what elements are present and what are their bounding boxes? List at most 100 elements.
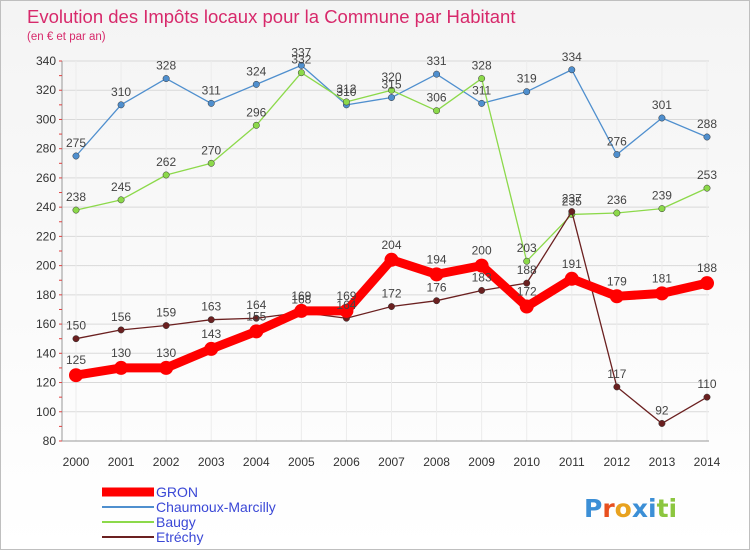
legend-entry: Baugy <box>156 514 196 530</box>
legend-entry: Etréchy <box>156 529 203 545</box>
data-point <box>523 88 531 96</box>
y-tick-label: 220 <box>36 229 56 243</box>
data-label: 183 <box>472 270 492 284</box>
data-label: 236 <box>607 193 627 207</box>
x-tick-label: 2008 <box>423 455 450 469</box>
data-label: 164 <box>336 298 356 312</box>
data-label: 331 <box>427 54 447 68</box>
x-tick-label: 2001 <box>108 455 135 469</box>
data-label: 159 <box>156 306 176 320</box>
y-tick-label: 260 <box>36 171 56 185</box>
data-label: 130 <box>111 346 131 360</box>
data-label: 332 <box>291 53 311 67</box>
data-point <box>478 75 486 82</box>
data-label: 239 <box>652 189 672 203</box>
legend-entry: GRON <box>156 484 198 500</box>
data-point <box>69 368 83 383</box>
data-label: 270 <box>201 143 221 157</box>
y-tick-label: 120 <box>36 376 56 390</box>
data-label: 245 <box>111 180 131 194</box>
data-label: 172 <box>381 287 401 301</box>
x-tick-label: 2004 <box>243 455 270 469</box>
data-point <box>658 205 666 213</box>
data-point <box>523 257 531 265</box>
y-tick-label: 180 <box>36 288 56 302</box>
data-point <box>568 66 576 74</box>
data-label: 200 <box>472 244 492 258</box>
data-label: 296 <box>246 105 266 119</box>
data-label: 130 <box>156 346 176 360</box>
data-label: 117 <box>607 367 626 381</box>
data-point <box>388 86 395 94</box>
data-label: 312 <box>336 82 356 96</box>
data-point <box>114 360 129 375</box>
data-label: 310 <box>111 85 131 99</box>
data-point <box>204 341 219 356</box>
data-label: 164 <box>246 298 266 312</box>
data-point <box>700 276 714 291</box>
legend-entry: Chaumoux-Marcilly <box>156 499 276 515</box>
data-label: 310 <box>336 85 356 99</box>
data-point <box>388 94 395 101</box>
x-tick-label: 2003 <box>198 455 225 469</box>
data-point <box>478 287 486 294</box>
data-label: 191 <box>562 257 582 271</box>
data-label: 276 <box>607 135 627 149</box>
y-tick-label: 280 <box>36 142 56 156</box>
data-point <box>388 303 395 310</box>
data-label: 188 <box>517 263 537 277</box>
data-label: 301 <box>652 98 672 112</box>
x-tick-label: 2002 <box>153 455 180 469</box>
data-point <box>72 335 80 343</box>
x-tick-label: 2011 <box>559 455 585 469</box>
data-label: 125 <box>66 353 86 367</box>
data-label: 311 <box>202 83 221 97</box>
x-tick-label: 2012 <box>604 455 631 469</box>
data-point <box>207 316 215 324</box>
data-point <box>703 393 711 401</box>
data-label: 203 <box>517 241 537 255</box>
data-point <box>162 75 170 82</box>
data-point <box>564 271 579 286</box>
gridlines <box>62 60 709 442</box>
y-tick-label: 160 <box>36 317 56 331</box>
data-label: 328 <box>472 59 492 73</box>
x-tick-label: 2007 <box>378 455 405 469</box>
data-point <box>294 303 309 318</box>
data-point <box>658 114 666 122</box>
data-label: 288 <box>697 117 717 131</box>
data-point <box>339 303 354 318</box>
data-point <box>474 258 489 273</box>
data-label: 169 <box>336 289 356 303</box>
data-point <box>609 289 624 304</box>
data-label: 238 <box>66 190 86 204</box>
data-label: 169 <box>291 289 311 303</box>
y-tick-label: 80 <box>43 434 57 448</box>
x-tick-label: 2006 <box>333 455 360 469</box>
data-point <box>613 383 621 391</box>
series-gron <box>69 252 714 383</box>
y-tick-label: 320 <box>36 83 56 97</box>
data-point <box>342 98 350 106</box>
data-point <box>297 69 305 77</box>
data-label: 253 <box>697 168 717 182</box>
data-label: 337 <box>291 45 311 59</box>
data-point <box>703 133 711 141</box>
series-layer <box>69 61 714 427</box>
data-point <box>613 151 621 158</box>
y-tick-label: 200 <box>36 259 56 273</box>
data-point <box>117 196 125 204</box>
data-point <box>252 80 260 88</box>
data-point <box>252 314 260 322</box>
data-label: 172 <box>517 285 537 299</box>
data-point <box>72 206 80 214</box>
data-labels: 275 310 328 311 324 337 310 315 331 311 319 334 276 3… <box>66 45 717 417</box>
data-label: 150 <box>66 319 86 333</box>
data-point <box>117 101 125 109</box>
data-label: 143 <box>201 327 221 341</box>
data-point <box>568 208 576 215</box>
data-label: 328 <box>156 59 176 73</box>
data-label: 92 <box>655 403 669 417</box>
data-label: 204 <box>381 238 401 252</box>
